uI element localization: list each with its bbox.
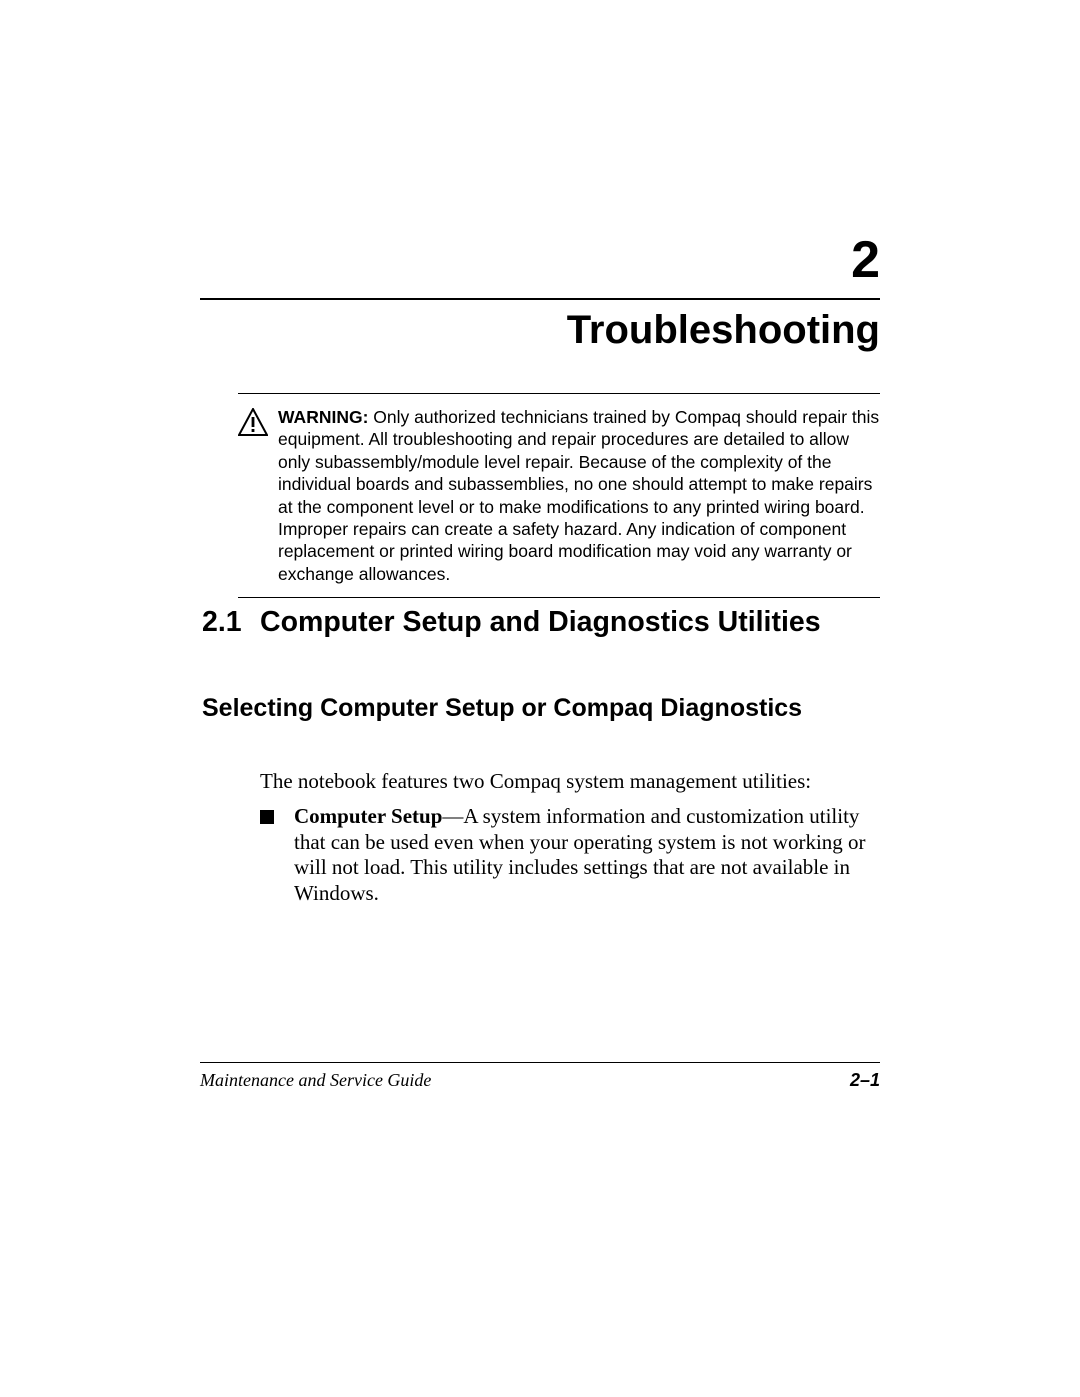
section-title: Computer Setup and Diagnostics Utilities: [260, 606, 821, 638]
warning-inner: WARNING: Only authorized technicians tra…: [238, 406, 880, 585]
section-heading: 2.1Computer Setup and Diagnostics Utilit…: [202, 606, 880, 640]
footer-right: 2–1: [850, 1070, 880, 1091]
bullet-lead: Computer Setup: [294, 804, 442, 828]
chapter-number: 2: [851, 230, 880, 290]
square-bullet-icon: [260, 810, 274, 824]
chapter-rule: [200, 298, 880, 300]
chapter-title: Troubleshooting: [567, 308, 880, 353]
footer-left: Maintenance and Service Guide: [200, 1070, 431, 1091]
bullet-item: Computer Setup—A system information and …: [260, 804, 880, 906]
bullet-text: Computer Setup—A system information and …: [294, 804, 880, 906]
document-page: 2 Troubleshooting WARNING: Only authoriz…: [0, 0, 1080, 1397]
warning-block: WARNING: Only authorized technicians tra…: [238, 393, 880, 598]
warning-icon: [238, 408, 272, 441]
warning-label: WARNING:: [278, 407, 368, 427]
footer-rule: [200, 1062, 880, 1063]
section-number: 2.1: [202, 606, 260, 640]
warning-text: WARNING: Only authorized technicians tra…: [272, 406, 880, 585]
intro-paragraph: The notebook features two Compaq system …: [260, 769, 880, 794]
warning-body: Only authorized technicians trained by C…: [278, 407, 879, 584]
subsection-heading: Selecting Computer Setup or Compaq Diagn…: [202, 693, 880, 724]
